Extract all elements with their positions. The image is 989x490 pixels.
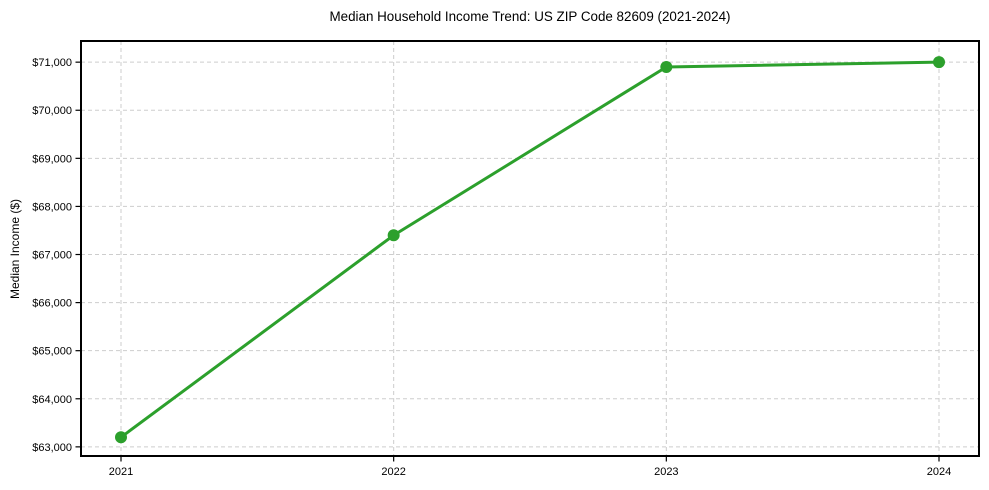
chart-generated-layer: $63,000 $64,000 $65,000 $66,000 $67,000 $68,0… [32, 40, 980, 478]
y-tick-label: $69,000 [32, 153, 72, 165]
x-tick-label: 2024 [927, 466, 951, 478]
y-axis-label: Median Income ($) [8, 199, 22, 299]
y-tick-label: $67,000 [32, 250, 72, 262]
x-tick-label: 2021 [109, 466, 133, 478]
x-tick-label: 2022 [381, 466, 405, 478]
y-tick-label: $70,000 [32, 105, 72, 117]
y-tick-label: $68,000 [32, 201, 72, 213]
y-tick-label: $65,000 [32, 346, 72, 358]
trend-line [119, 60, 941, 439]
y-tick-label: $63,000 [32, 442, 72, 454]
y-tick-label: $71,000 [32, 57, 72, 69]
x-tick-label: 2023 [654, 466, 678, 478]
plot-border [80, 40, 980, 457]
y-tick-label: $66,000 [32, 298, 72, 310]
data-point [387, 229, 400, 242]
chart-title: Median Household Income Trend: US ZIP Co… [330, 9, 731, 24]
y-tick-label: $64,000 [32, 394, 72, 406]
data-point [660, 60, 673, 73]
data-point [115, 431, 127, 444]
data-point [933, 56, 945, 69]
